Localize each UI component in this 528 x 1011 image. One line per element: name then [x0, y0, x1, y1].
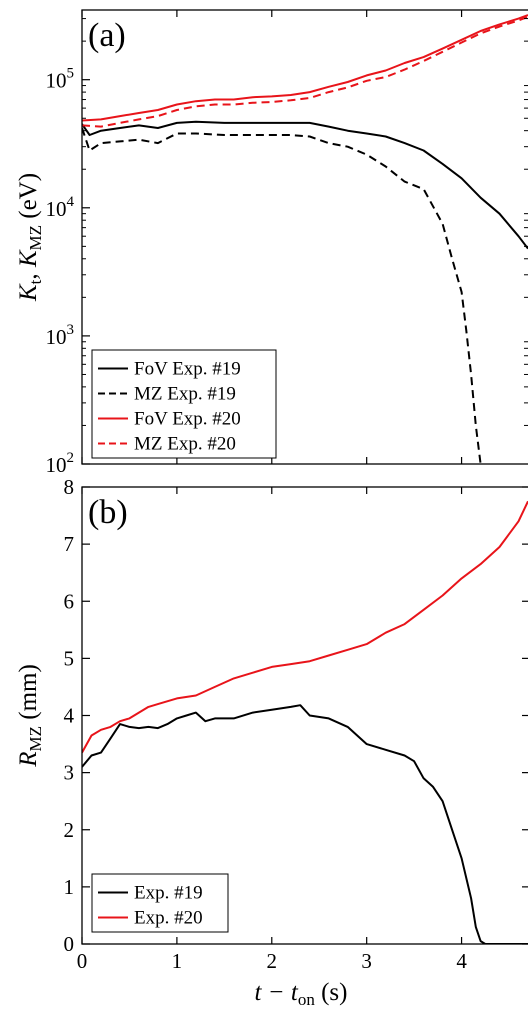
x-label-sub: on — [298, 990, 316, 1009]
y-label-unit: (mm) — [15, 664, 42, 726]
y-label-k-sub-t: t — [26, 279, 45, 284]
legend-label-a-3: MZ Exp. #20 — [134, 434, 236, 455]
y-tick-label-a-2: 104 — [46, 194, 75, 221]
y-tick-label-b-4: 4 — [64, 704, 75, 728]
y-label-sep: , — [15, 267, 42, 280]
series-line-a-2 — [82, 14, 528, 122]
panel-b-label: (b) — [88, 494, 128, 531]
y-tick-label-a-3: 105 — [46, 66, 75, 93]
x-tick-label-0: 0 — [77, 949, 88, 973]
x-tick-label-4: 4 — [456, 949, 467, 973]
x-tick-label-2: 2 — [267, 949, 278, 973]
x-tick-label-1: 1 — [172, 949, 183, 973]
y-tick-label-b-0: 0 — [64, 932, 75, 956]
panel-a-ticks-group: 102 103 104 105 — [46, 10, 528, 477]
y-tick-label-b-2: 2 — [64, 818, 75, 842]
y-label-k: K — [15, 283, 42, 302]
series-line-b-0 — [82, 704, 528, 944]
series-line-b-1 — [82, 500, 528, 754]
x-label-unit: (s) — [315, 979, 348, 1006]
y-tick-label-b-7: 7 — [64, 532, 75, 556]
panel-b-y-axis-label: RMZ (mm) — [15, 664, 45, 768]
panel-a-frame — [81, 9, 528, 465]
legend-label-b-1: Exp. #20 — [134, 908, 203, 929]
y-tick-label-b-5: 5 — [64, 646, 75, 670]
series-line-a-3 — [82, 15, 528, 128]
panel-a-label: (a) — [88, 17, 126, 54]
y-tick-label-b-3: 3 — [64, 761, 75, 785]
panel-b-legend: Exp. #19 Exp. #20 — [91, 873, 229, 933]
series-line-a-0 — [82, 120, 528, 250]
legend-box-b — [91, 873, 229, 933]
legend-label-a-0: FoV Exp. #19 — [134, 359, 241, 380]
legend-label-b-0: Exp. #19 — [134, 883, 203, 904]
y-label-k-sub-mz: MZ — [26, 225, 45, 251]
y-tick-label-b-8: 8 — [64, 475, 75, 499]
y-label-r: R — [15, 752, 42, 768]
y-label-unit: (eV) — [15, 173, 42, 225]
y-tick-label-b-6: 6 — [64, 589, 75, 613]
panel-a-y-axis-label: Kt, KMZ (eV) — [15, 173, 45, 302]
y-label-r-sub: MZ — [26, 726, 45, 752]
x-label-main: t − t — [255, 979, 299, 1006]
panel-b-series-group — [82, 500, 528, 944]
panel-a-legend: FoV Exp. #19 MZ Exp. #19 FoV Exp. #20 MZ Ex… — [91, 349, 277, 459]
y-tick-label-a-1: 103 — [46, 322, 75, 349]
panel-b-frame — [81, 486, 528, 945]
x-axis-label: t − ton (s) — [255, 979, 348, 1009]
panel-a-series-group — [82, 14, 528, 464]
legend-label-a-1: MZ Exp. #19 — [134, 384, 236, 405]
y-tick-label-a-0: 102 — [46, 450, 75, 477]
legend-label-a-2: FoV Exp. #20 — [134, 409, 241, 430]
y-label-k2: K — [15, 249, 42, 268]
x-tick-label-3: 3 — [361, 949, 372, 973]
series-line-a-1 — [82, 127, 482, 464]
y-tick-label-b-1: 1 — [64, 875, 75, 899]
